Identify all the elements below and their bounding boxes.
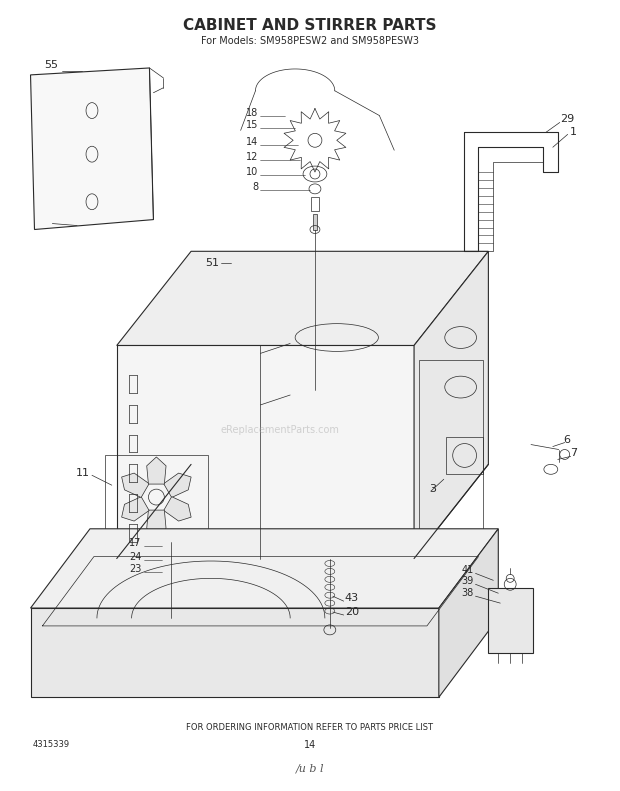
Text: 43: 43 [345, 593, 359, 604]
Text: 38: 38 [461, 589, 474, 598]
Polygon shape [164, 473, 191, 498]
Polygon shape [147, 510, 166, 537]
Text: CABINET AND STIRRER PARTS: CABINET AND STIRRER PARTS [184, 18, 436, 33]
Text: 29: 29 [560, 115, 574, 124]
Text: 55: 55 [45, 60, 58, 70]
Text: eReplacementParts.com: eReplacementParts.com [221, 425, 340, 435]
Text: 10: 10 [246, 167, 259, 177]
Text: /u b l: /u b l [296, 763, 324, 774]
Text: 17: 17 [129, 538, 141, 547]
Bar [446, 437, 484, 475]
Text: 14: 14 [246, 138, 259, 147]
Bar [105, 456, 208, 539]
Bar [167, 573, 175, 581]
Bar [313, 214, 317, 229]
Bar [419, 361, 484, 543]
Polygon shape [30, 68, 153, 229]
Text: 4315339: 4315339 [32, 740, 69, 749]
Text: FOR ORDERING INFORMATION REFER TO PARTS PRICE LIST: FOR ORDERING INFORMATION REFER TO PARTS … [187, 722, 433, 732]
Text: 7: 7 [570, 448, 577, 459]
Text: For Models: SM958PESW2 and SM958PESW3: For Models: SM958PESW2 and SM958PESW3 [201, 36, 419, 46]
Polygon shape [30, 608, 439, 698]
Bar [231, 253, 268, 281]
Polygon shape [164, 497, 191, 521]
Polygon shape [117, 346, 414, 558]
Polygon shape [122, 497, 149, 521]
Text: 20: 20 [345, 607, 359, 617]
Text: 41: 41 [461, 566, 474, 575]
Text: 8: 8 [252, 182, 259, 192]
Polygon shape [30, 529, 498, 608]
Bar [311, 197, 319, 210]
Text: 15: 15 [246, 120, 259, 131]
Text: 11: 11 [76, 468, 90, 479]
Polygon shape [439, 529, 498, 698]
Text: 51: 51 [205, 258, 219, 268]
Text: 3: 3 [429, 484, 436, 494]
Polygon shape [122, 473, 149, 498]
Polygon shape [117, 252, 489, 346]
Bar [489, 589, 533, 653]
Text: 24: 24 [129, 551, 141, 562]
Text: 1: 1 [570, 127, 577, 138]
Text: 23: 23 [129, 565, 141, 574]
Text: 6: 6 [564, 434, 570, 445]
Text: 39: 39 [461, 577, 474, 586]
Polygon shape [414, 252, 489, 558]
Text: 18: 18 [246, 108, 259, 118]
Polygon shape [147, 457, 166, 484]
Text: 14: 14 [304, 740, 316, 750]
Bar [163, 542, 179, 551]
Text: 12: 12 [246, 152, 259, 162]
